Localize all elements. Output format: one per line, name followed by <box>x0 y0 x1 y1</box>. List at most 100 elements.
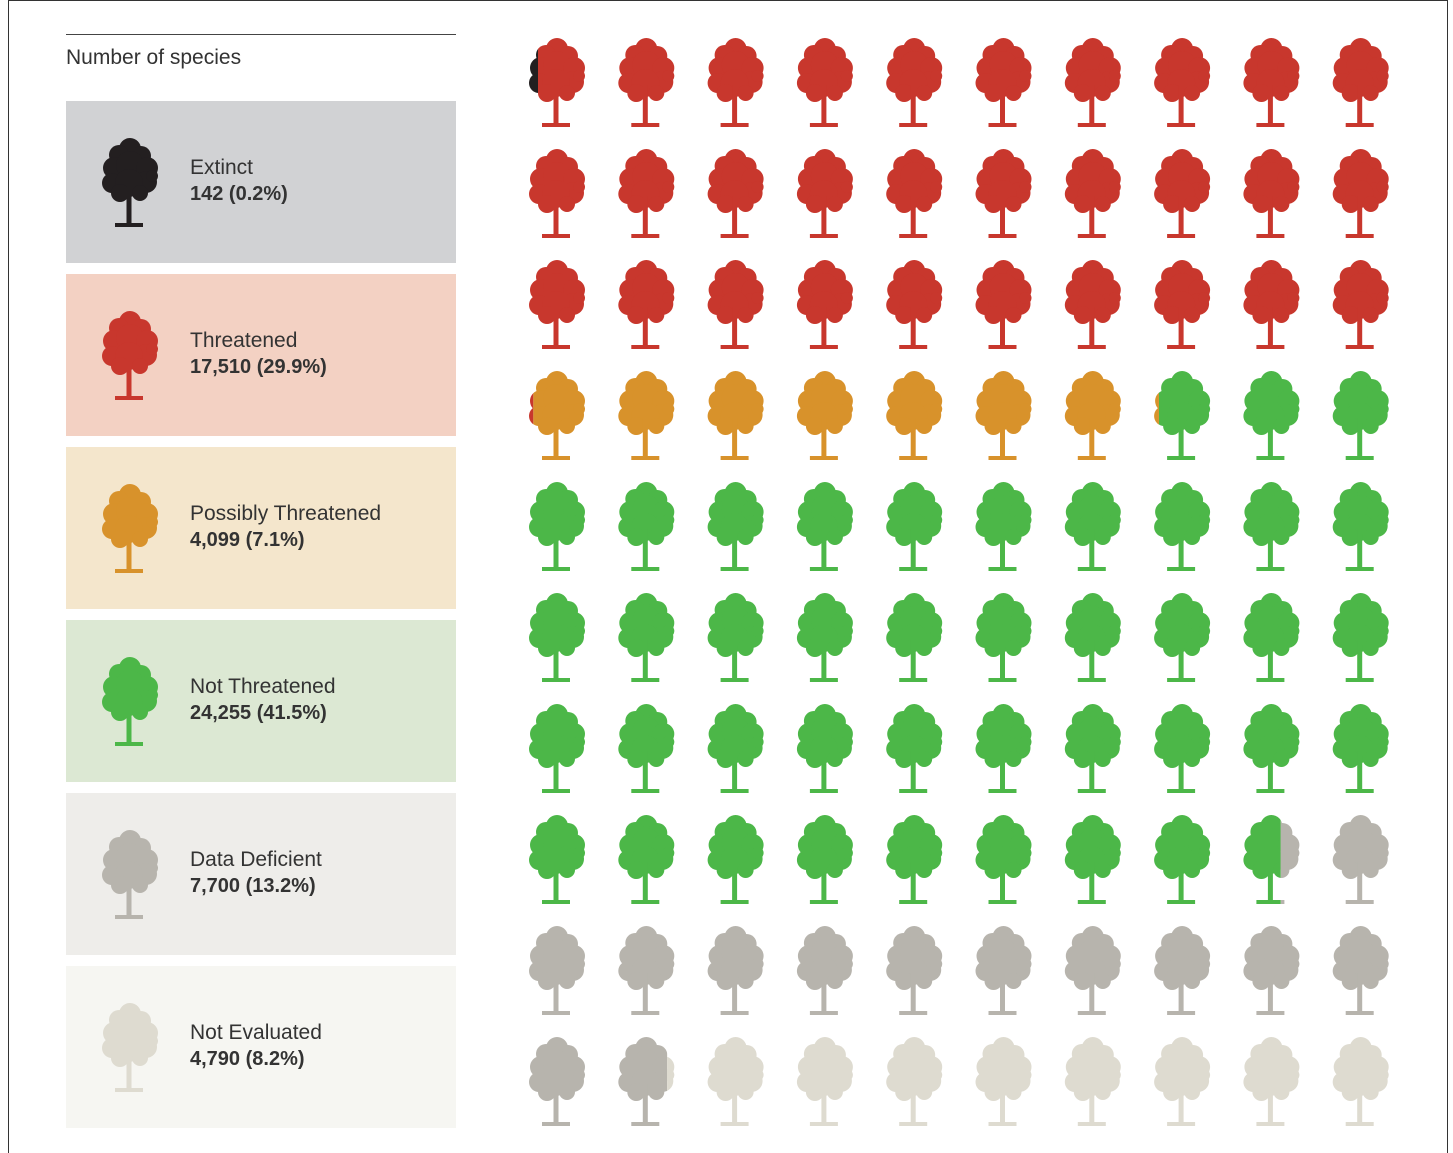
tree-shape <box>886 260 942 349</box>
tree-icon <box>1065 926 1121 1015</box>
tree-icon <box>1333 149 1389 238</box>
tree-icon <box>886 149 942 238</box>
tree-shape <box>1154 704 1210 793</box>
waffle <box>9 1 1448 1153</box>
tree-shape <box>618 1037 674 1126</box>
tree-shape <box>1243 371 1299 460</box>
tree-icon <box>797 926 853 1015</box>
tree-icon <box>529 593 585 682</box>
tree-shape <box>976 926 1032 1015</box>
tree-icon <box>708 704 764 793</box>
tree-shape <box>1243 149 1299 238</box>
tree-shape <box>886 38 942 127</box>
tree-icon <box>886 371 942 460</box>
tree-icon <box>1243 149 1299 238</box>
tree-shape <box>1243 1037 1299 1126</box>
tree-icon <box>886 482 942 571</box>
tree-icon <box>618 371 674 460</box>
tree-shape <box>1065 38 1121 127</box>
tree-icon <box>797 704 853 793</box>
tree-shape <box>1333 38 1389 127</box>
tree-icon <box>886 704 942 793</box>
tree-icon <box>708 926 764 1015</box>
tree-shape <box>1065 260 1121 349</box>
tree-icon <box>618 815 674 904</box>
tree-icon <box>1065 149 1121 238</box>
tree-icon <box>529 260 585 349</box>
tree-shape <box>618 593 674 682</box>
tree-icon <box>976 926 1032 1015</box>
tree-icon <box>1333 38 1389 127</box>
tree-shape <box>1243 593 1299 682</box>
tree-shape <box>708 704 764 793</box>
tree-shape <box>529 482 585 571</box>
tree-shape <box>1154 815 1210 904</box>
tree-shape <box>1154 149 1210 238</box>
tree-icon <box>886 593 942 682</box>
tree-icon <box>1243 926 1299 1015</box>
tree-shape <box>797 926 853 1015</box>
tree-icon <box>1333 593 1389 682</box>
tree-icon <box>708 482 764 571</box>
tree-shape <box>1065 815 1121 904</box>
tree-shape <box>976 38 1032 127</box>
tree-icon <box>1154 260 1210 349</box>
tree-icon <box>708 149 764 238</box>
tree-shape <box>797 704 853 793</box>
tree-shape <box>797 482 853 571</box>
tree-shape <box>1333 260 1389 349</box>
tree-shape <box>976 149 1032 238</box>
tree-icon <box>1065 38 1121 127</box>
tree-icon <box>886 1037 942 1126</box>
tree-icon <box>1333 482 1389 571</box>
tree-icon <box>708 815 764 904</box>
tree-icon <box>797 482 853 571</box>
tree-shape <box>1333 149 1389 238</box>
tree-icon <box>886 815 942 904</box>
tree-shape <box>797 149 853 238</box>
tree-icon <box>529 149 585 238</box>
tree-icon <box>618 926 674 1015</box>
tree-shape <box>1154 1037 1210 1126</box>
tree-icon <box>1154 815 1210 904</box>
tree-shape <box>618 815 674 904</box>
tree-shape <box>1065 704 1121 793</box>
tree-shape <box>1243 704 1299 793</box>
tree-shape <box>797 1037 853 1126</box>
tree-shape <box>1154 593 1210 682</box>
tree-icon <box>797 1037 853 1126</box>
tree-icon <box>708 38 764 127</box>
tree-shape <box>708 593 764 682</box>
tree-shape <box>1154 38 1210 127</box>
tree-icon <box>529 371 585 460</box>
tree-icon <box>797 38 853 127</box>
tree-shape <box>797 593 853 682</box>
tree-shape <box>1065 371 1121 460</box>
tree-icon <box>1154 593 1210 682</box>
tree-icon <box>1333 704 1389 793</box>
tree-icon <box>1243 260 1299 349</box>
tree-icon <box>529 926 585 1015</box>
tree-icon <box>1333 1037 1389 1126</box>
tree-icon <box>1243 482 1299 571</box>
tree-icon <box>1154 1037 1210 1126</box>
tree-icon <box>618 260 674 349</box>
tree-shape <box>886 593 942 682</box>
tree-icon <box>976 38 1032 127</box>
tree-icon <box>976 482 1032 571</box>
tree-shape <box>708 38 764 127</box>
tree-shape <box>797 371 853 460</box>
tree-shape <box>529 815 585 904</box>
tree-shape <box>708 482 764 571</box>
tree-icon <box>1243 593 1299 682</box>
tree-icon <box>976 1037 1032 1126</box>
tree-icon <box>1154 371 1210 460</box>
tree-icon <box>1065 371 1121 460</box>
tree-icon <box>976 149 1032 238</box>
tree-shape <box>1333 593 1389 682</box>
tree-shape <box>618 38 674 127</box>
tree-icon <box>797 260 853 349</box>
tree-shape <box>618 926 674 1015</box>
tree-shape <box>976 1037 1032 1126</box>
tree-icon <box>797 593 853 682</box>
